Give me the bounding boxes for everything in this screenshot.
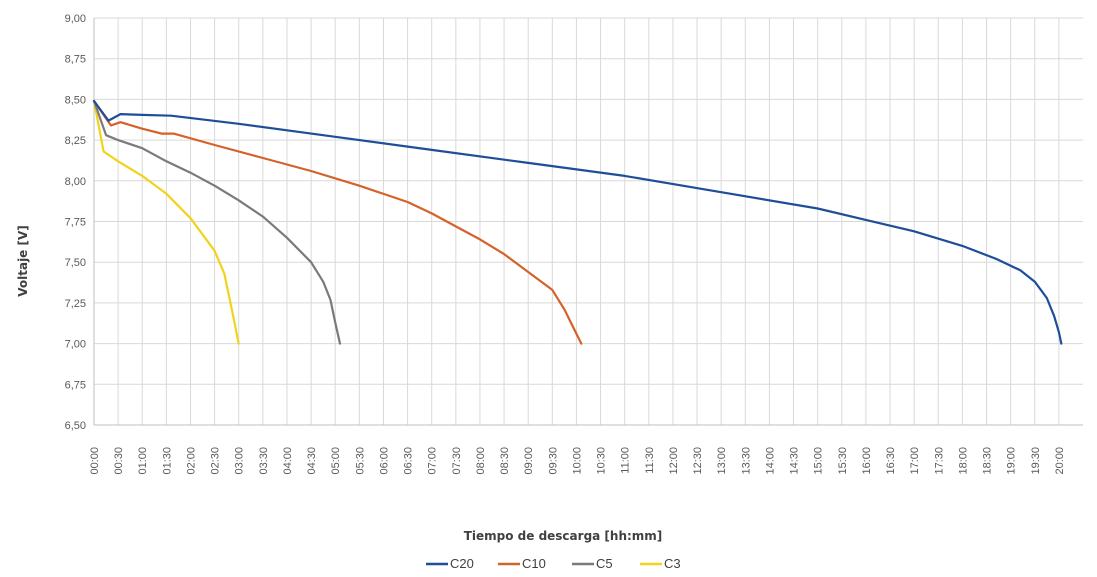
y-tick-label: 6,75 — [65, 379, 86, 391]
x-tick-label: 12:30 — [692, 447, 704, 475]
x-tick-label: 17:30 — [933, 447, 945, 475]
y-tick-label: 8,25 — [65, 135, 86, 147]
x-tick-label: 10:00 — [571, 447, 583, 475]
y-tick-label: 7,75 — [65, 217, 86, 229]
x-tick-label: 13:30 — [740, 447, 752, 475]
x-tick-label: 06:00 — [378, 447, 390, 475]
legend-label-c5: C5 — [596, 556, 613, 571]
x-tick-label: 00:30 — [113, 447, 125, 475]
y-tick-label: 6,50 — [65, 420, 86, 432]
y-tick-label: 8,00 — [65, 176, 86, 188]
x-axis-ticks: 00:00 00:30 01:00 01:30 02:00 02:30 03:00 03:30… — [89, 447, 1066, 475]
x-axis-title: Tiempo de descarga [hh:mm] — [464, 529, 663, 543]
x-tick-label: 16:30 — [885, 447, 897, 475]
legend-label-c20: C20 — [450, 556, 474, 571]
x-tick-label: 18:30 — [982, 447, 994, 475]
y-tick-label: 8,50 — [65, 94, 86, 106]
y-tick-label: 9,00 — [65, 13, 86, 25]
x-tick-label: 09:00 — [523, 447, 535, 475]
x-tick-label: 19:30 — [1030, 447, 1042, 475]
x-tick-label: 05:30 — [354, 447, 366, 475]
x-tick-label: 11:30 — [644, 447, 656, 474]
x-tick-label: 20:00 — [1054, 447, 1066, 475]
x-tick-label: 04:00 — [282, 447, 294, 475]
x-tick-label: 15:00 — [813, 447, 825, 475]
x-tick-label: 02:00 — [185, 447, 197, 475]
legend: C20 C10 C5 C3 — [426, 556, 681, 571]
series-line-c3 — [92, 99, 240, 345]
x-tick-label: 11:00 — [620, 447, 632, 474]
y-tick-label: 7,50 — [65, 257, 86, 269]
legend-label-c10: C10 — [522, 556, 546, 571]
x-tick-label: 09:30 — [547, 447, 559, 475]
y-tick-label: 8,75 — [65, 54, 86, 66]
y-axis-ticks: 6,50 6,75 7,00 7,25 7,50 7,75 8,00 8,25 8,50 8,75… — [65, 13, 86, 432]
series-line-c20 — [92, 99, 1063, 345]
x-tick-label: 10:30 — [596, 447, 608, 475]
x-tick-label: 03:30 — [258, 447, 270, 475]
y-tick-label: 7,00 — [65, 339, 86, 351]
series-line-c10 — [92, 99, 583, 345]
x-tick-label: 06:30 — [403, 447, 415, 475]
x-tick-label: 08:00 — [475, 447, 487, 475]
x-tick-label: 05:00 — [330, 447, 342, 475]
series-lines — [92, 99, 1063, 345]
x-tick-label: 03:00 — [234, 447, 246, 475]
series-line-c5 — [92, 99, 342, 345]
y-axis-title: Voltaje [V] — [16, 225, 30, 297]
x-tick-label: 02:30 — [210, 447, 222, 475]
x-tick-label: 13:00 — [716, 447, 728, 475]
x-tick-label: 00:00 — [89, 447, 101, 475]
x-tick-label: 14:00 — [764, 447, 776, 475]
legend-label-c3: C3 — [664, 556, 681, 571]
x-tick-label: 17:00 — [909, 447, 921, 475]
x-tick-label: 01:30 — [161, 447, 173, 475]
x-tick-label: 19:00 — [1006, 447, 1018, 475]
x-tick-label: 08:30 — [499, 447, 511, 475]
x-tick-label: 15:30 — [837, 447, 849, 475]
x-tick-label: 12:00 — [668, 447, 680, 475]
x-tick-label: 04:30 — [306, 447, 318, 475]
y-tick-label: 7,25 — [65, 298, 86, 310]
x-tick-label: 01:00 — [137, 447, 149, 475]
x-tick-label: 07:30 — [451, 447, 463, 475]
x-tick-label: 14:30 — [789, 447, 801, 475]
grid — [93, 17, 1083, 426]
x-tick-label: 18:00 — [957, 447, 969, 475]
x-tick-label: 07:00 — [427, 447, 439, 475]
x-tick-label: 16:00 — [861, 447, 873, 475]
